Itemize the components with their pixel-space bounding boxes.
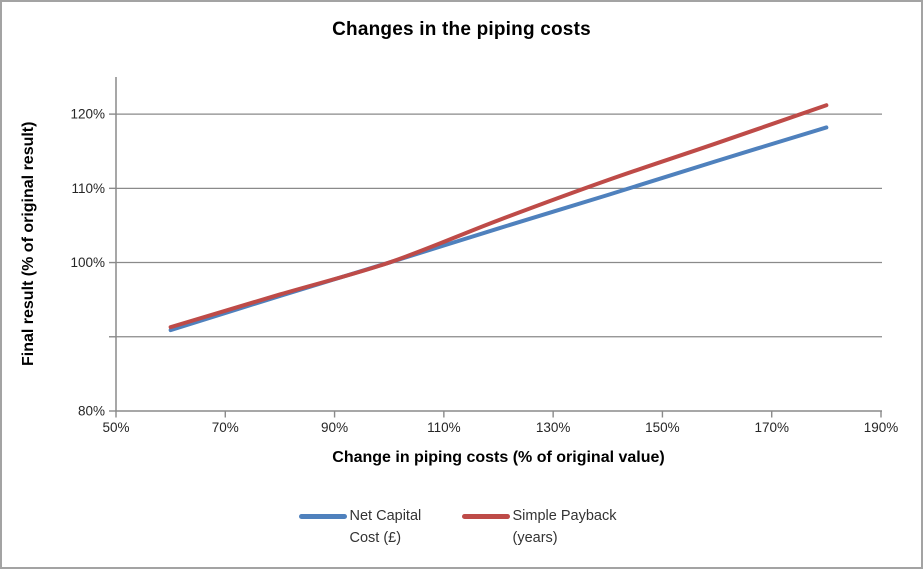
simple-payback-line-swatch [461, 514, 510, 519]
svg-text:130%: 130% [536, 420, 571, 435]
x-axis-title: Change in piping costs (% of original va… [332, 449, 665, 466]
series-line-simple-payback-years [168, 103, 829, 330]
svg-text:120%: 120% [70, 107, 105, 122]
legend-item-simple-payback: Simple Payback (years) [461, 506, 625, 550]
svg-text:50%: 50% [102, 420, 129, 435]
svg-text:110%: 110% [71, 181, 105, 196]
svg-text:80%: 80% [78, 404, 105, 419]
chart-title: Changes in the piping costs [332, 19, 591, 40]
svg-text:110%: 110% [427, 420, 461, 435]
legend-label-simple-payback: Simple Payback (years) [512, 508, 617, 546]
y-tick-labels: 80% 100% 110% 120% [70, 107, 105, 419]
svg-text:170%: 170% [754, 420, 789, 435]
legend: Net Capital Cost (£) Simple Payback (yea… [2, 506, 921, 550]
legend-label-net-capital-cost: Net Capital Cost (£) [349, 508, 422, 546]
svg-text:90%: 90% [321, 420, 348, 435]
svg-text:100%: 100% [70, 255, 105, 270]
legend-item-net-capital-cost: Net Capital Cost (£) [298, 506, 436, 550]
x-tick-labels: 50% 70% 90% 110% 130% 150% 170% 190% [102, 420, 898, 435]
svg-text:190%: 190% [864, 420, 899, 435]
svg-text:150%: 150% [645, 420, 680, 435]
y-gridlines [116, 113, 882, 338]
tick-marks [109, 113, 882, 418]
svg-text:70%: 70% [212, 420, 239, 435]
net-capital-cost-line-swatch [298, 514, 347, 519]
